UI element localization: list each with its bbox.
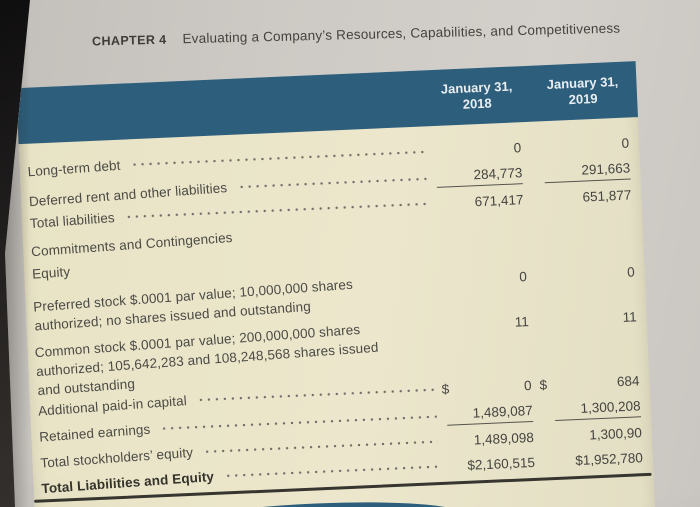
row-label: Equity (31, 264, 71, 282)
value: 11 (622, 309, 638, 325)
value: $1,952,780 (575, 450, 644, 469)
value: 0 (519, 269, 528, 285)
value-cell: 11 (536, 307, 637, 330)
value-cell: 11 (438, 312, 529, 335)
row-spacer (353, 271, 437, 275)
row-label: Total liabilities (29, 210, 116, 232)
value: 291,663 (543, 158, 631, 184)
value: 651,877 (582, 187, 632, 205)
running-head: CHAPTER 4 Evaluating a Company’s Resource… (92, 20, 621, 51)
value-cell: 1,300,208 (540, 396, 642, 421)
value: 1,489,098 (473, 429, 535, 448)
dot-leader (160, 410, 438, 436)
value-cell: 1,489,087 (442, 400, 534, 426)
row-spacer (378, 316, 439, 319)
value: 11 (514, 314, 530, 330)
currency-symbol: $ (539, 377, 548, 393)
chapter-title: Evaluating a Company’s Resources, Capabi… (182, 20, 621, 47)
value: 684 (616, 373, 640, 390)
value: 1,489,087 (446, 400, 534, 426)
value-cell: 0 (437, 267, 528, 290)
table-bottom-band (134, 497, 466, 507)
value-cell: 671,417 (433, 190, 524, 213)
value: 0 (621, 135, 630, 151)
chapter-number: CHAPTER 4 (91, 32, 167, 49)
value-cell: $2,160,515 (445, 453, 536, 476)
value: 0 (513, 140, 522, 156)
column-header-2018: January 31, 2018 (426, 78, 527, 114)
dot-leader (196, 383, 436, 407)
value: 1,300,208 (554, 396, 642, 421)
value-cell: 0 (534, 262, 635, 285)
row-label: Retained earnings (38, 421, 151, 445)
dot-leader (202, 435, 439, 459)
dot-leader (223, 460, 440, 483)
value-cell: $0 (441, 376, 532, 399)
value-cell: 0 (529, 134, 630, 157)
value-cell: $1,952,780 (543, 448, 644, 471)
value: 671,417 (474, 192, 524, 210)
value-cell: 291,663 (530, 158, 631, 184)
currency-symbol: $ (441, 381, 450, 397)
value: 1,300,90 (588, 425, 643, 443)
value-cell: 1,300,90 (541, 423, 642, 446)
value-cell: 284,773 (432, 163, 523, 188)
dot-leader (124, 197, 428, 224)
value-cell: 1,489,098 (444, 428, 535, 451)
dot-leader (236, 172, 427, 194)
value-cell: 0 (431, 138, 522, 161)
dot-leader (130, 145, 426, 172)
value: 284,773 (435, 163, 523, 188)
value: $2,160,515 (467, 454, 536, 473)
balance-sheet-table: January 31, 2018 January 31, 2019 Long-t… (16, 61, 658, 507)
table-rows: Long-term debt 0 0 Deferred rent and other … (19, 117, 654, 497)
column-header-2019: January 31, 2019 (530, 73, 635, 110)
value-cell: 651,877 (531, 185, 632, 208)
value: 0 (626, 264, 636, 280)
row-label: Long-term debt (27, 157, 121, 180)
value: 0 (523, 377, 532, 394)
value-cell: $684 (539, 371, 640, 394)
